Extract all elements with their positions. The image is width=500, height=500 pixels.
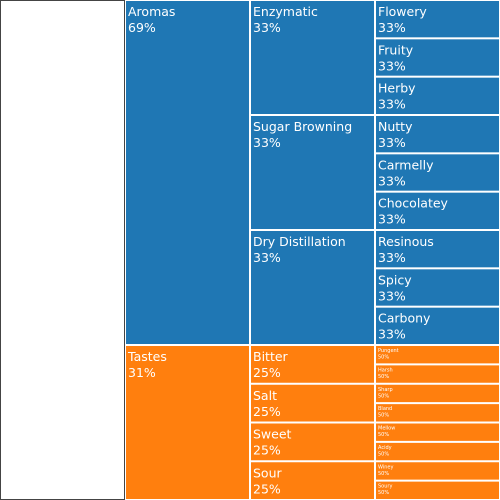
label-harsh: Harsh — [378, 367, 393, 373]
label-flowery: Flowery — [378, 4, 427, 19]
label-spicy: Spicy — [378, 272, 412, 287]
percent-sharp: 50% — [378, 393, 389, 399]
label-enzymatic: Enzymatic — [253, 4, 318, 19]
label-bland: Bland — [378, 406, 392, 412]
node-winey[interactable] — [375, 461, 500, 481]
percent-acidy: 50% — [378, 451, 389, 457]
label-herby: Herby — [378, 81, 416, 96]
node-sweet[interactable] — [250, 422, 375, 462]
percent-aromas: 69% — [128, 20, 156, 35]
percent-herby: 33% — [378, 97, 406, 112]
percent-sour: 25% — [253, 481, 281, 496]
percent-harsh: 50% — [378, 374, 389, 380]
node-carbony[interactable] — [375, 306, 500, 345]
label-carbony: Carbony — [378, 311, 431, 326]
percent-sweet: 25% — [253, 443, 281, 458]
node-dry-distillation[interactable] — [250, 230, 375, 345]
label-sugar-browning: Sugar Browning — [253, 119, 352, 134]
label-mellow: Mellow — [378, 426, 395, 432]
percent-dry-distillation: 33% — [253, 250, 281, 265]
node-sugar-browning[interactable] — [250, 115, 375, 230]
percent-bland: 50% — [378, 413, 389, 419]
node-tastes[interactable] — [125, 345, 250, 500]
label-nutty: Nutty — [378, 119, 413, 134]
label-chocolatey: Chocolatey — [378, 196, 449, 211]
node-sharp[interactable] — [375, 383, 500, 404]
label-fruity: Fruity — [378, 42, 414, 57]
label-tastes: Tastes — [127, 349, 167, 364]
label-soury: Soury — [378, 484, 392, 490]
label-sharp: Sharp — [378, 387, 393, 393]
label-resinous: Resinous — [378, 234, 434, 249]
label-aromas: Aromas — [128, 4, 175, 19]
percent-tastes: 31% — [128, 365, 156, 380]
percent-spicy: 33% — [378, 288, 406, 303]
percent-soury: 50% — [378, 490, 389, 496]
node-soury[interactable] — [375, 480, 500, 500]
percent-bitter: 25% — [253, 365, 281, 380]
node-bitter[interactable] — [250, 345, 375, 384]
percent-flowery: 33% — [378, 20, 406, 35]
label-pungent: Pungent — [378, 348, 399, 354]
percent-sugar-browning: 33% — [253, 135, 281, 150]
percent-winey: 50% — [378, 471, 389, 477]
label-sour: Sour — [253, 465, 283, 480]
node-nutty[interactable] — [375, 115, 500, 154]
label-sweet: Sweet — [253, 427, 292, 442]
percent-chocolatey: 33% — [378, 212, 406, 227]
label-carmelly: Carmelly — [378, 157, 434, 172]
node-fruity[interactable] — [375, 38, 500, 77]
node-acidy[interactable] — [375, 441, 500, 462]
percent-fruity: 33% — [378, 58, 406, 73]
percent-pungent: 50% — [378, 355, 389, 361]
node-salt[interactable] — [250, 383, 375, 423]
node-chocolatey[interactable] — [375, 191, 500, 231]
label-winey: Winey — [378, 464, 393, 470]
label-salt: Salt — [253, 388, 277, 403]
node-harsh[interactable] — [375, 364, 500, 384]
label-dry-distillation: Dry Distillation — [253, 234, 346, 249]
percent-salt: 25% — [253, 404, 281, 419]
percent-carmelly: 33% — [378, 173, 406, 188]
node-aromas[interactable] — [125, 0, 250, 345]
node-flowery[interactable] — [375, 0, 500, 39]
node-resinous[interactable] — [375, 230, 500, 269]
node-sour[interactable] — [250, 461, 375, 500]
label-bitter: Bitter — [253, 349, 289, 364]
node-carmelly[interactable] — [375, 153, 500, 192]
node-enzymatic[interactable] — [250, 0, 375, 115]
percent-resinous: 33% — [378, 250, 406, 265]
node-bland[interactable] — [375, 403, 500, 423]
percent-nutty: 33% — [378, 135, 406, 150]
label-acidy: Acidy — [378, 445, 392, 451]
node-root[interactable] — [0, 0, 125, 500]
percent-enzymatic: 33% — [253, 20, 281, 35]
percent-carbony: 33% — [378, 327, 406, 342]
percent-mellow: 50% — [378, 432, 389, 438]
